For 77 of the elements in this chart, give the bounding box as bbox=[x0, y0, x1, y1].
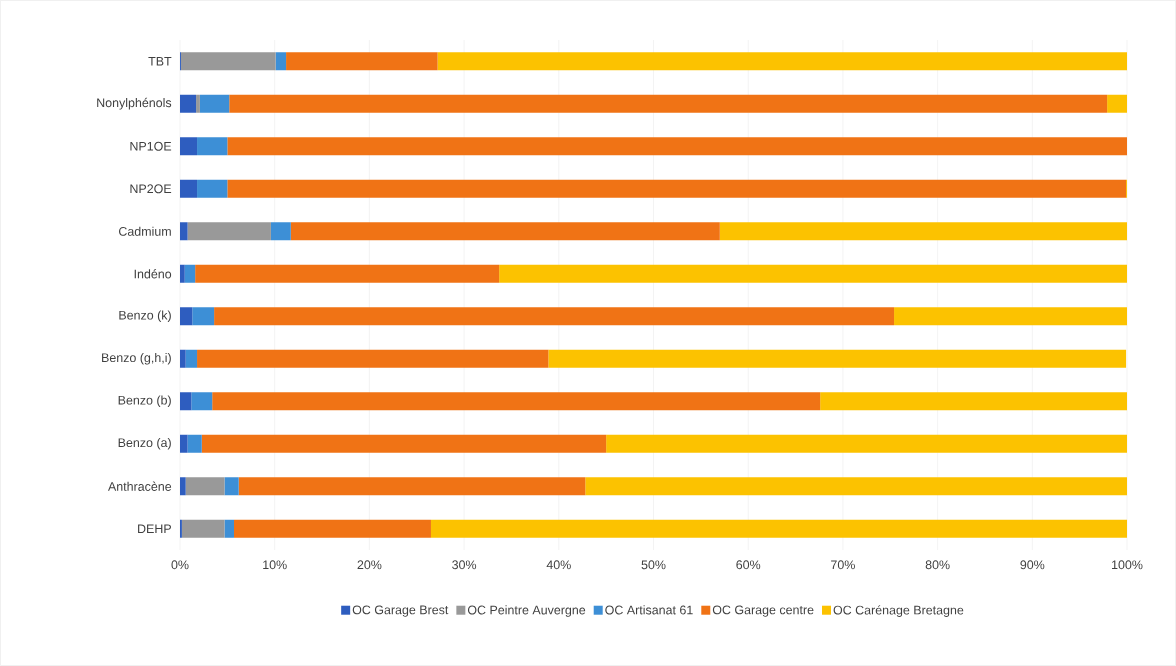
y-tick-label: Benzo (a) bbox=[118, 437, 171, 450]
x-tick-label: 40% bbox=[546, 560, 571, 570]
legend-label: OC Artisanat 61 bbox=[605, 605, 693, 615]
legend-label: OC Carénage Bretagne bbox=[833, 605, 964, 617]
bar bbox=[585, 477, 1128, 496]
y-tick-label: Benzo (b) bbox=[118, 395, 171, 408]
bar bbox=[286, 52, 438, 71]
bar bbox=[180, 179, 198, 198]
bar bbox=[180, 264, 185, 283]
bar bbox=[181, 519, 225, 538]
x-tick-label: 20% bbox=[357, 560, 382, 570]
bar bbox=[180, 477, 186, 496]
bar bbox=[1107, 94, 1128, 113]
bar bbox=[894, 307, 1128, 326]
bar bbox=[430, 519, 1128, 538]
bar bbox=[187, 434, 202, 453]
y-tick-label: TBT bbox=[148, 56, 172, 66]
bar bbox=[197, 349, 549, 368]
bar bbox=[185, 477, 225, 496]
bar bbox=[196, 94, 200, 113]
legend-label: OC Peintre Auvergne bbox=[467, 605, 586, 617]
bar bbox=[224, 477, 239, 496]
legend-label: OC Garage centre bbox=[712, 605, 814, 617]
bar bbox=[437, 52, 1128, 71]
bar bbox=[197, 179, 228, 198]
x-tick-label: 50% bbox=[641, 560, 666, 570]
x-tick-label: 30% bbox=[452, 560, 477, 570]
legend-label: OC Garage Brest bbox=[352, 605, 449, 617]
y-tick-label: NP2OE bbox=[130, 184, 172, 194]
bar bbox=[180, 222, 188, 241]
bar bbox=[238, 477, 586, 496]
bar bbox=[192, 307, 215, 326]
bar bbox=[180, 137, 198, 156]
bar bbox=[180, 307, 193, 326]
x-tick-label: 80% bbox=[925, 560, 950, 570]
y-tick-label: Benzo (g,h,i) bbox=[102, 352, 171, 365]
bar bbox=[201, 434, 607, 453]
bar bbox=[719, 222, 1128, 241]
y-tick-label: Nonylphénols bbox=[97, 97, 172, 110]
x-tick-label: 60% bbox=[736, 560, 761, 570]
bar bbox=[197, 137, 228, 156]
y-tick-label: Anthracène bbox=[107, 481, 172, 491]
bar bbox=[212, 392, 821, 411]
bar bbox=[184, 264, 196, 283]
bar bbox=[191, 392, 213, 411]
bar bbox=[224, 519, 234, 538]
bar bbox=[227, 179, 1127, 198]
bar bbox=[227, 137, 1128, 156]
y-tick-label: DEHP bbox=[138, 524, 171, 534]
bar bbox=[499, 264, 1128, 283]
bar bbox=[180, 392, 192, 411]
bar bbox=[233, 519, 431, 538]
y-tick-label: Cadmium bbox=[118, 226, 171, 236]
bar bbox=[195, 264, 500, 283]
bar bbox=[606, 434, 1128, 453]
bar bbox=[199, 94, 230, 113]
bar bbox=[229, 94, 1108, 113]
bar bbox=[180, 52, 276, 71]
x-tick-label: 10% bbox=[263, 560, 287, 570]
bar bbox=[180, 349, 186, 368]
y-tick-label: Indéno bbox=[134, 269, 172, 279]
x-tick-label: 70% bbox=[831, 560, 855, 570]
bar bbox=[185, 349, 198, 368]
bar bbox=[548, 349, 1127, 368]
bar bbox=[180, 434, 188, 453]
x-tick-label: 90% bbox=[1020, 560, 1045, 570]
bar bbox=[214, 307, 895, 326]
x-tick-label: 100% bbox=[1112, 560, 1143, 570]
bar bbox=[270, 222, 291, 241]
bar bbox=[275, 52, 287, 71]
y-tick-label: NP1OE bbox=[130, 141, 172, 151]
bar bbox=[187, 222, 271, 241]
x-tick-label: 0% bbox=[171, 560, 189, 570]
y-tick-label: Benzo (k) bbox=[119, 310, 171, 323]
bar bbox=[290, 222, 720, 241]
bar bbox=[820, 392, 1128, 411]
bar bbox=[180, 94, 197, 113]
